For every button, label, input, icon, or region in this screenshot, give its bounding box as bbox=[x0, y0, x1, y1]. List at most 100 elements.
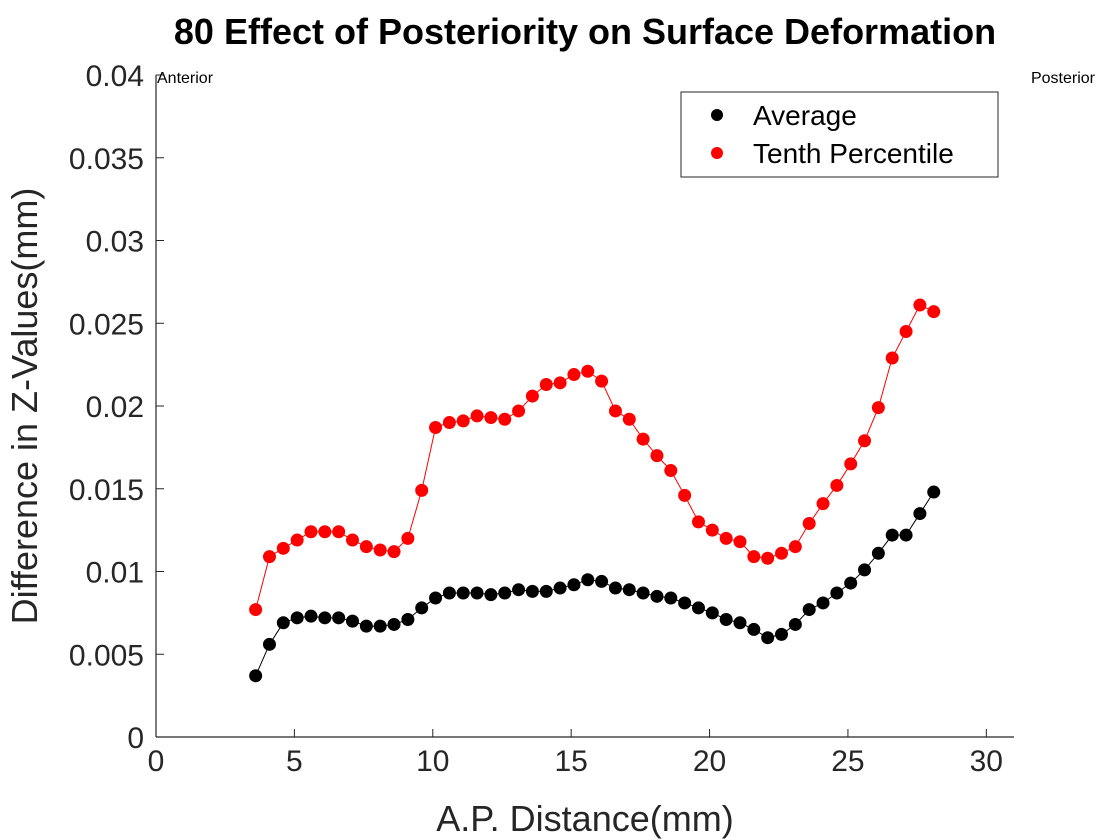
data-point-average bbox=[387, 617, 401, 631]
data-point-average bbox=[816, 596, 830, 610]
data-point-average bbox=[664, 591, 678, 605]
legend: Average Tenth Percentile bbox=[680, 91, 999, 178]
data-point-average bbox=[415, 601, 429, 615]
data-point-average bbox=[581, 573, 595, 587]
data-point-average bbox=[608, 581, 622, 595]
data-point-tenth-percentile bbox=[899, 325, 913, 339]
data-point-average bbox=[512, 583, 526, 597]
data-point-average bbox=[359, 619, 373, 633]
data-point-average bbox=[788, 617, 802, 631]
data-point-tenth-percentile bbox=[691, 515, 705, 529]
y-tick-label: 0.015 bbox=[69, 474, 144, 507]
data-point-average bbox=[913, 507, 927, 521]
data-point-tenth-percentile bbox=[650, 449, 664, 463]
data-point-tenth-percentile bbox=[539, 377, 553, 391]
y-tick-label: 0.01 bbox=[86, 557, 144, 590]
data-point-average bbox=[858, 563, 872, 577]
data-point-average bbox=[470, 586, 484, 600]
y-tick-label: 0.04 bbox=[86, 60, 144, 93]
data-point-average bbox=[456, 586, 470, 600]
data-point-tenth-percentile bbox=[415, 483, 429, 497]
y-axis-ticks: 0 0.005 0.01 0.015 0.02 0.025 0.03 0.035 0.04 bbox=[69, 60, 164, 755]
data-point-tenth-percentile bbox=[622, 412, 636, 426]
anterior-annotation: Anterior bbox=[157, 70, 214, 87]
data-point-tenth-percentile bbox=[802, 517, 816, 531]
data-point-tenth-percentile bbox=[595, 374, 609, 388]
data-point-tenth-percentile bbox=[858, 434, 872, 448]
data-point-tenth-percentile bbox=[705, 523, 719, 537]
legend-marker-tenth-percentile bbox=[711, 147, 723, 159]
data-point-tenth-percentile bbox=[788, 540, 802, 554]
y-axis-label: Difference in Z-Values(mm) bbox=[4, 188, 45, 625]
data-point-tenth-percentile bbox=[567, 368, 581, 382]
data-point-tenth-percentile bbox=[249, 603, 263, 617]
x-axis-ticks: 0 5 10 15 20 25 30 bbox=[148, 729, 1003, 778]
data-point-average bbox=[262, 637, 276, 651]
data-point-average bbox=[401, 612, 415, 626]
data-point-average bbox=[346, 614, 360, 628]
data-point-tenth-percentile bbox=[401, 531, 415, 545]
data-point-average bbox=[429, 591, 443, 605]
data-point-tenth-percentile bbox=[830, 478, 844, 492]
data-point-average bbox=[830, 586, 844, 600]
chart-title: 80 Effect of Posteriority on Surface Def… bbox=[174, 11, 996, 52]
data-point-tenth-percentile bbox=[456, 414, 470, 428]
data-point-tenth-percentile bbox=[885, 351, 899, 365]
data-point-average bbox=[691, 601, 705, 615]
data-point-average bbox=[484, 588, 498, 602]
data-point-tenth-percentile bbox=[498, 412, 512, 426]
data-point-average bbox=[290, 611, 304, 625]
data-point-tenth-percentile bbox=[678, 488, 692, 502]
data-point-tenth-percentile bbox=[636, 432, 650, 446]
data-point-tenth-percentile bbox=[844, 457, 858, 471]
data-point-tenth-percentile bbox=[816, 497, 830, 511]
data-point-average bbox=[761, 631, 775, 645]
legend-box bbox=[680, 91, 999, 178]
data-point-average bbox=[304, 609, 318, 623]
x-tick-label: 30 bbox=[970, 745, 1003, 778]
x-tick-label: 0 bbox=[148, 745, 165, 778]
data-point-average bbox=[553, 581, 567, 595]
data-point-average bbox=[276, 616, 290, 630]
data-point-average bbox=[705, 606, 719, 620]
data-point-tenth-percentile bbox=[747, 550, 761, 564]
data-point-tenth-percentile bbox=[470, 409, 484, 423]
plot-background bbox=[156, 75, 1014, 737]
data-point-tenth-percentile bbox=[359, 540, 373, 554]
data-point-tenth-percentile bbox=[276, 541, 290, 555]
data-point-average bbox=[844, 576, 858, 590]
series-layer bbox=[249, 298, 941, 683]
x-tick-label: 20 bbox=[693, 745, 726, 778]
data-point-tenth-percentile bbox=[304, 525, 318, 539]
data-point-average bbox=[525, 584, 539, 598]
data-point-average bbox=[871, 546, 885, 560]
data-point-tenth-percentile bbox=[484, 411, 498, 425]
data-point-tenth-percentile bbox=[913, 298, 927, 312]
x-tick-label: 25 bbox=[831, 745, 864, 778]
legend-marker-average bbox=[711, 109, 723, 121]
legend-label-average: Average bbox=[753, 100, 857, 131]
data-point-tenth-percentile bbox=[373, 543, 387, 557]
data-point-average bbox=[373, 619, 387, 633]
data-point-tenth-percentile bbox=[927, 305, 941, 319]
data-point-tenth-percentile bbox=[387, 545, 401, 559]
data-point-tenth-percentile bbox=[332, 525, 346, 539]
data-point-average bbox=[567, 578, 581, 592]
y-tick-label: 0.02 bbox=[86, 391, 144, 424]
posterior-annotation: Posterior bbox=[1031, 70, 1096, 87]
data-point-tenth-percentile bbox=[512, 404, 526, 418]
y-tick-label: 0.005 bbox=[69, 639, 144, 672]
data-point-tenth-percentile bbox=[429, 421, 443, 435]
y-tick-label: 0 bbox=[127, 722, 144, 755]
data-point-tenth-percentile bbox=[318, 525, 332, 539]
data-point-average bbox=[927, 485, 941, 499]
data-point-tenth-percentile bbox=[525, 389, 539, 403]
data-point-tenth-percentile bbox=[581, 364, 595, 378]
y-tick-label: 0.025 bbox=[69, 308, 144, 341]
data-point-average bbox=[539, 584, 553, 598]
data-point-average bbox=[733, 616, 747, 630]
y-tick-label: 0.035 bbox=[69, 143, 144, 176]
data-point-average bbox=[498, 586, 512, 600]
data-point-average bbox=[885, 528, 899, 542]
